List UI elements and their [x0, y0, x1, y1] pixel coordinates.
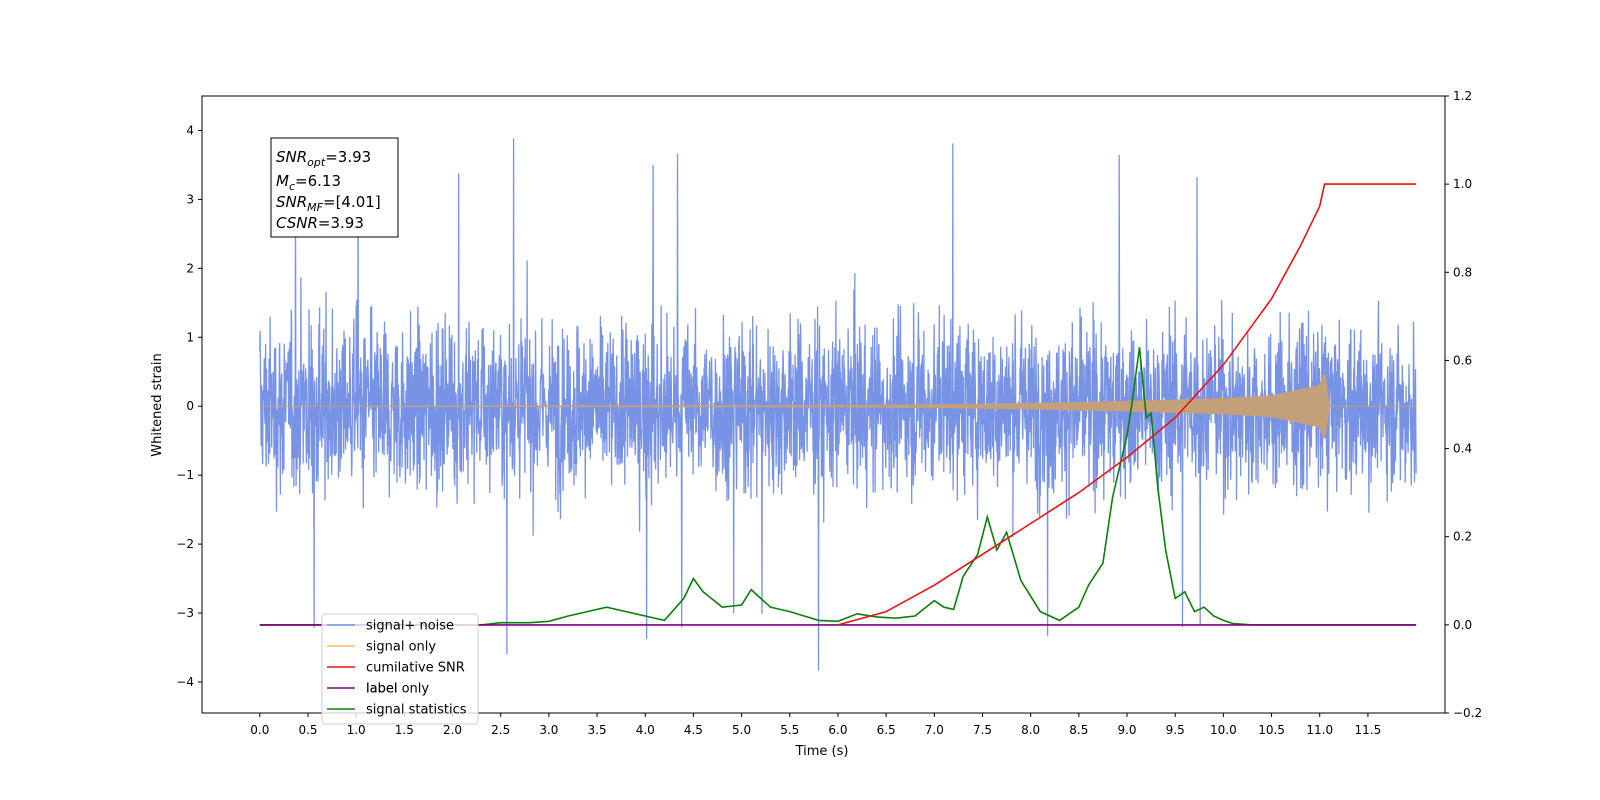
x-tick-label: 10.5	[1258, 723, 1285, 737]
signal-only-line	[259, 373, 1417, 439]
y-tick-label: −2	[176, 537, 194, 551]
snr-mf-value: =[4.01]	[323, 193, 381, 211]
y-tick-label: 0	[186, 399, 194, 413]
y2-tick-label: 1.0	[1453, 177, 1472, 191]
x-tick-label: 8.0	[1021, 723, 1040, 737]
legend-signal-statistics-text: signal statistics	[366, 703, 467, 718]
y2-tick-label: 0.8	[1453, 265, 1472, 279]
x-tick-label: 11.5	[1355, 723, 1382, 737]
y-axis-right: 1.2 1.0 0.8 0.6 0.4 0.2 0.0 −0.2	[1445, 89, 1482, 720]
legend-label-only-text: label only	[366, 682, 429, 697]
x-tick-label: 4.0	[636, 723, 655, 737]
x-tick-label: 5.5	[780, 723, 799, 737]
x-tick-label: 7.5	[973, 723, 992, 737]
legend-signal-noise-text: signal+ noise	[366, 619, 454, 634]
signal-statistics-series	[259, 347, 1417, 626]
x-tick-label: 1.0	[347, 723, 366, 737]
y2-tick-label: 1.2	[1453, 89, 1472, 103]
cumulative-snr-series	[837, 183, 1417, 626]
y-tick-label: −4	[176, 675, 194, 689]
x-tick-label: 3.5	[588, 723, 607, 737]
legend-cumulative-snr-text: cumilative SNR	[366, 661, 465, 676]
x-tick-label: 2.0	[443, 723, 462, 737]
x-tick-label: 4.5	[684, 723, 703, 737]
svg-text:Mc=6.13: Mc=6.13	[276, 172, 341, 193]
y2-tick-label: 0.6	[1453, 353, 1472, 367]
signal-noise-line	[259, 138, 1417, 671]
y-tick-label: 3	[186, 192, 194, 206]
y-tick-label: −3	[176, 606, 194, 620]
x-tick-label: 0.0	[250, 723, 269, 737]
y2-tick-label: 0.0	[1453, 618, 1472, 632]
y2-tick-label: 0.4	[1453, 442, 1472, 456]
signal-statistics-line	[259, 347, 1417, 626]
x-tick-label: 0.5	[298, 723, 317, 737]
x-tick-label: 5.0	[732, 723, 751, 737]
cumulative-snr-line	[837, 183, 1417, 626]
x-axis: 0.0 0.5 1.0 1.5 2.0 2.5 3.0 3.5 4.0 4.5 5.0 5.5 6.0 6…	[250, 713, 1381, 737]
x-tick-label: 6.5	[877, 723, 896, 737]
x-tick-label: 8.5	[1069, 723, 1088, 737]
svg-text:SNRMF=[4.01]: SNRMF=[4.01]	[276, 193, 381, 214]
x-axis-label: Time (s)	[795, 744, 849, 759]
legend-signal-only-text: signal only	[366, 640, 436, 655]
plot-frame	[201, 95, 1446, 714]
y-tick-label: −1	[176, 468, 194, 482]
svg-text:CSNR=3.93: CSNR=3.93	[276, 214, 364, 232]
snr-opt-value: =3.93	[325, 148, 371, 166]
svg-text:SNRopt=3.93: SNRopt=3.93	[276, 148, 371, 169]
x-tick-label: 11.0	[1306, 723, 1333, 737]
y-tick-label: 2	[186, 261, 194, 275]
x-tick-label: 2.5	[491, 723, 510, 737]
y-axis-label: Whitened strain	[150, 353, 165, 456]
mc-value: =6.13	[295, 172, 341, 190]
signal-only-series	[259, 373, 1417, 439]
y-tick-label: 4	[186, 123, 194, 137]
y-axis-left: 4 3 2 1 0 −1 −2 −3 −4	[176, 123, 202, 689]
x-tick-label: 10.0	[1210, 723, 1237, 737]
y-tick-label: 1	[186, 330, 194, 344]
legend-label-text: label	[366, 682, 397, 697]
y2-tick-label: 0.2	[1453, 530, 1472, 544]
annotation-box: SNRopt=3.93 Mc=6.13 SNRMF=[4.01] CSNR=3.…	[270, 137, 399, 238]
y2-tick-label: −0.2	[1453, 706, 1482, 720]
x-tick-label: 7.0	[925, 723, 944, 737]
x-tick-label: 1.5	[395, 723, 414, 737]
x-tick-label: 3.0	[539, 723, 558, 737]
legend: signal+ noise signal only cumilative SNR la…	[321, 613, 479, 725]
x-tick-label: 9.5	[1166, 723, 1185, 737]
x-tick-label: 6.0	[828, 723, 847, 737]
csnr-value: =3.93	[318, 214, 364, 232]
signal-noise-series	[259, 138, 1417, 671]
x-tick-label: 9.0	[1117, 723, 1136, 737]
